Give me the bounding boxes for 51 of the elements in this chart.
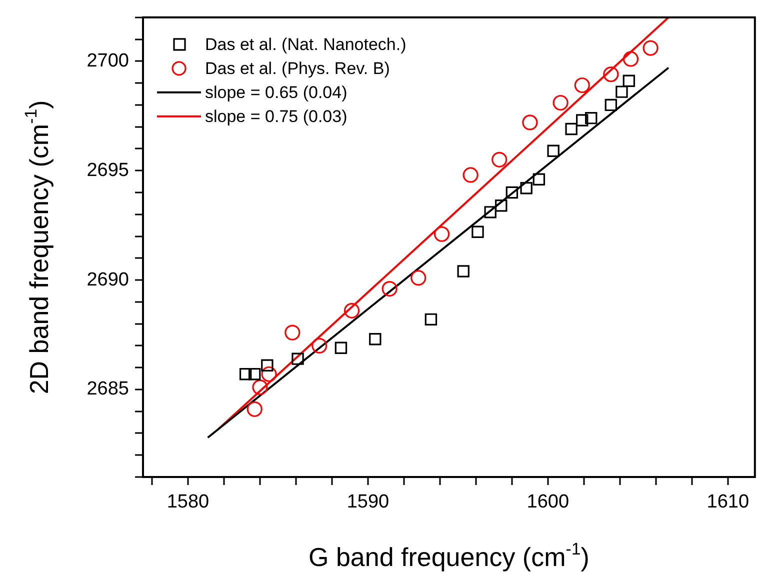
point	[261, 359, 274, 372]
point	[344, 302, 360, 318]
point	[369, 333, 382, 346]
point	[492, 152, 508, 168]
legend-label: Das et al. (Nat. Nanotech.)	[205, 35, 406, 54]
point	[252, 379, 268, 396]
point	[622, 51, 639, 67]
point	[462, 167, 478, 183]
point	[622, 74, 636, 87]
point	[522, 114, 538, 130]
legend-label: slope = 0.65 (0.04)	[205, 83, 348, 102]
point	[547, 144, 560, 158]
point	[239, 368, 252, 380]
point	[382, 280, 398, 297]
x-tick-label: 1610	[706, 492, 750, 513]
point	[585, 112, 598, 124]
y-tick-label: 2700	[86, 50, 129, 72]
point	[603, 66, 619, 82]
point	[292, 352, 304, 365]
y-tick-label: 2685	[86, 378, 129, 400]
point	[616, 86, 628, 98]
point	[246, 401, 262, 417]
y-axis-title: 2D band frequency (cm-1)	[21, 100, 54, 394]
point	[532, 173, 546, 186]
point	[506, 186, 518, 199]
point	[457, 265, 470, 278]
point	[434, 226, 450, 242]
y-tick-label: 2695	[86, 160, 129, 181]
point	[552, 94, 568, 111]
point	[520, 182, 532, 194]
y-tick-label: 2690	[86, 269, 129, 290]
point	[574, 77, 590, 94]
legend-label: slope = 0.75 (0.03)	[205, 107, 348, 126]
x-tick-label: 1600	[526, 492, 570, 513]
point	[284, 324, 300, 340]
legend-label: Das et al. (Phys. Rev. B)	[205, 59, 390, 78]
point	[472, 226, 484, 238]
point	[604, 98, 618, 112]
point	[642, 40, 658, 56]
point	[312, 338, 328, 354]
point	[334, 342, 348, 354]
point	[576, 114, 588, 126]
point	[248, 368, 261, 380]
point	[484, 206, 496, 218]
x-tick-label: 1590	[346, 492, 390, 513]
x-tick-label: 1580	[166, 492, 210, 513]
point	[565, 122, 578, 136]
point	[495, 200, 508, 212]
point	[410, 270, 426, 286]
point	[424, 313, 438, 326]
point	[261, 366, 277, 382]
